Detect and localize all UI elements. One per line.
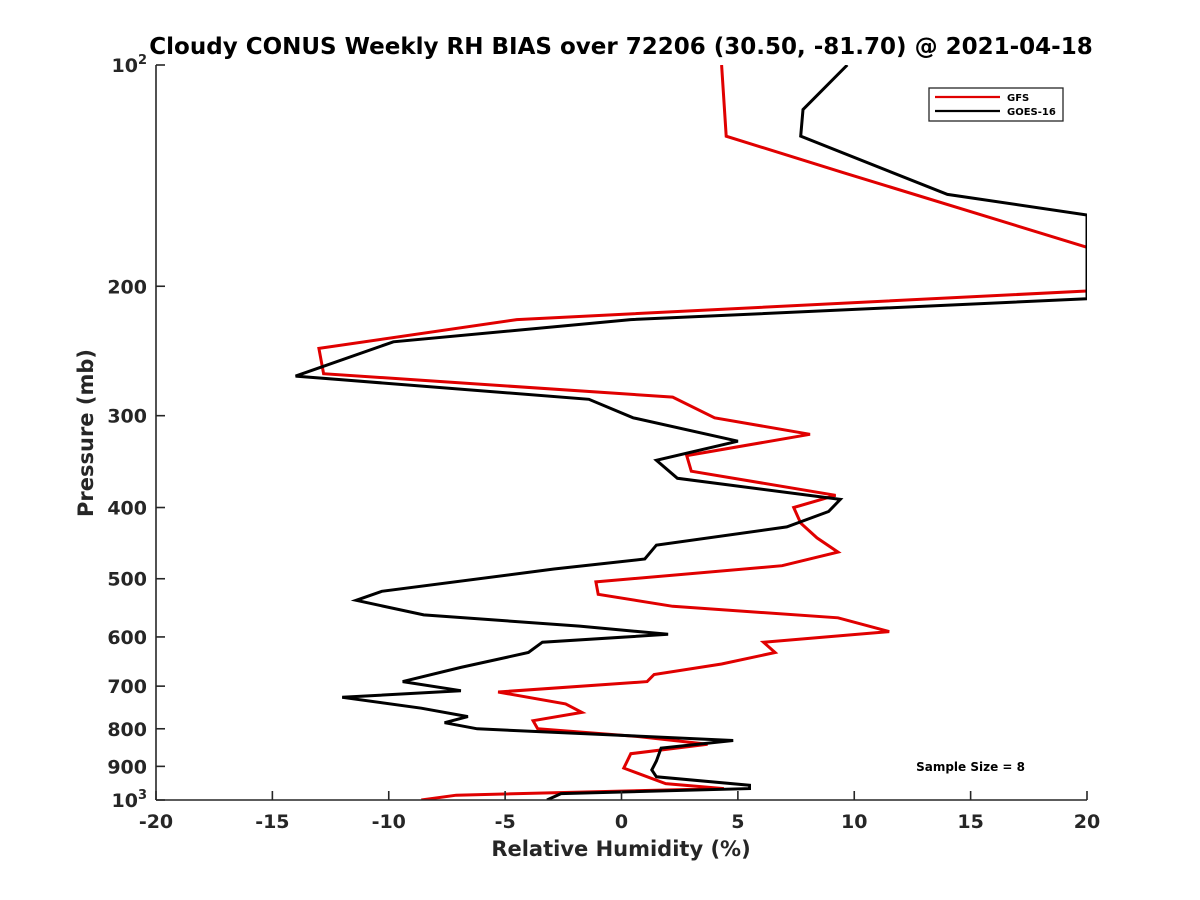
y-tick-label: 800	[107, 719, 147, 741]
y-tick-label: 300	[107, 406, 147, 428]
x-tick-label: -10	[372, 811, 406, 833]
x-tick-label: 15	[957, 811, 983, 833]
y-tick-label: 200	[107, 276, 147, 298]
series-line-goes16	[295, 65, 1087, 800]
y-tick-label: 500	[107, 569, 147, 591]
x-axis-label: Relative Humidity (%)	[491, 837, 750, 861]
x-tick-label: 5	[731, 811, 744, 833]
x-tick-label: -15	[255, 811, 289, 833]
y-tick-label: 900	[107, 756, 147, 778]
x-tick-label: 10	[841, 811, 867, 833]
y-tick-label: 400	[107, 498, 147, 520]
x-tick-label: 0	[615, 811, 628, 833]
y-axis-label: Pressure (mb)	[74, 349, 98, 517]
x-tick-label: -5	[495, 811, 516, 833]
legend-label-gfs: GFS	[1007, 93, 1029, 104]
series-layer	[295, 65, 1087, 800]
legend-label-goes16: GOES-16	[1007, 107, 1056, 118]
legend-box	[928, 87, 1064, 122]
y-tick-label: 102	[112, 53, 148, 77]
x-ticks: -20 -15 -10 -5 0 5 10 15 20	[139, 791, 1100, 833]
legend: GFS GOES-16	[928, 87, 1064, 122]
sample-size-annotation: Sample Size = 8	[916, 760, 1025, 774]
x-tick-label: -20	[139, 811, 173, 833]
chart-title: Cloudy CONUS Weekly RH BIAS over 72206 (…	[149, 34, 1092, 60]
y-tick-label: 600	[107, 627, 147, 649]
x-tick-label: 20	[1074, 811, 1100, 833]
y-tick-label: 700	[107, 676, 147, 698]
y-ticks: 102 200 300 400 500 600 700 800 900 103	[107, 53, 165, 812]
y-tick-label: 103	[112, 788, 148, 812]
